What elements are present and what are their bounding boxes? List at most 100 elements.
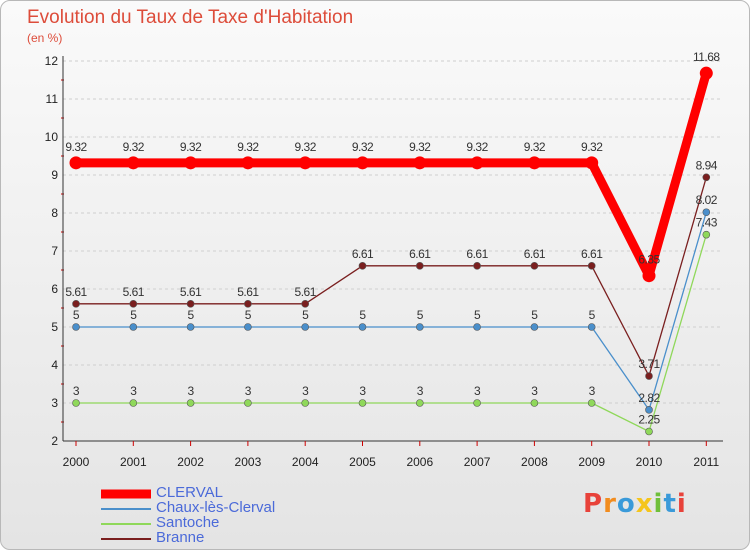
data-label-chaux-les-clerval-2005: 5 [359,308,366,322]
point-clerval-2006 [413,156,427,170]
logo-letter: r [603,489,617,519]
point-branne-2003 [244,300,252,308]
axes: 2 3 4 5 6 7 8 9 10 11 12 2000 2001 2002 2003 2004 2005 20… [45,54,723,469]
point-santoche-2010 [645,427,653,436]
logo-letter: P [583,489,604,519]
data-label-chaux-les-clerval-2003: 5 [245,308,252,322]
point-chaux-les-clerval-2009 [587,323,596,331]
legend-swatch-chaux-les-clerval [101,507,151,510]
logo-letter: t [663,489,677,519]
data-label-branne-2011: 8.94 [696,158,718,172]
data-label-chaux-les-clerval-2011: 8.02 [696,193,718,207]
point-branne-2007 [473,262,481,270]
data-label-clerval-2003: 9.32 [237,140,259,154]
point-branne-2004 [301,300,310,308]
point-clerval-2002 [184,156,198,170]
point-chaux-les-clerval-2004 [301,323,310,331]
data-label-clerval-2011: 11.68 [693,50,720,64]
point-branne-2002 [186,300,195,308]
data-label-branne-2008: 6.61 [524,247,546,261]
point-santoche-2005 [358,399,367,407]
point-chaux-les-clerval-2005 [358,323,367,331]
point-santoche-2001 [129,399,138,407]
data-label-clerval-2006: 9.32 [409,140,431,154]
data-labels: 5.61 5.61 5.61 5.61 5.61 6.61 6.61 6.61 6.61 6.61… [65,50,721,426]
data-label-santoche-2005: 3 [359,384,366,398]
logo-letter: o [616,489,636,519]
y-tick-label-3: 3 [51,396,58,410]
data-label-clerval-2005: 9.32 [352,140,374,154]
y-tick-label-5: 5 [51,320,58,334]
series-line-santoche [75,234,707,433]
y-tick-label-6: 6 [51,282,58,296]
y-tick-label-11: 11 [46,92,59,106]
data-label-santoche-2009: 3 [589,384,596,398]
point-branne-2000 [72,300,80,308]
data-label-branne-2005: 6.61 [352,247,374,261]
series-line-chaux-les-clerval [75,211,707,411]
point-chaux-les-clerval-2001 [129,323,138,331]
x-tick-label-2002: 2002 [177,455,204,469]
data-label-clerval-2007: 9.32 [466,140,488,154]
data-label-branne-2000: 5.61 [65,285,87,299]
data-label-clerval-2008: 9.32 [524,140,546,154]
legend-label-chaux-les-clerval: Chaux-lès-Clerval [156,499,276,516]
point-clerval-2009 [585,156,599,170]
point-clerval-2008 [527,156,541,170]
x-tick-label-2008: 2008 [521,455,548,469]
data-label-chaux-les-clerval-2007: 5 [474,308,481,322]
legend-item-clerval: CLERVAL [101,484,361,501]
y-tick-label-10: 10 [45,130,59,144]
data-label-chaux-les-clerval-2000: 5 [73,308,80,322]
data-label-clerval-2002: 9.32 [180,140,202,154]
data-label-branne-2001: 5.61 [123,285,145,299]
data-label-branne-2004: 5.61 [295,285,317,299]
legend-label-santoche: Santoche [156,514,220,531]
legend: CLERVAL Chaux-lès-Clerval Santoche Brann… [101,484,361,546]
point-clerval-2005 [356,156,369,170]
data-label-branne-2002: 5.61 [180,285,202,299]
data-label-santoche-2008: 3 [531,384,538,398]
legend-item-branne: Branne [101,529,361,546]
data-label-santoche-2000: 3 [73,384,80,398]
point-santoche-2003 [244,399,252,407]
data-label-clerval-2001: 9.32 [123,140,145,154]
point-branne-2006 [415,262,424,270]
data-label-branne-2003: 5.61 [237,285,259,299]
legend-swatch-clerval [101,489,151,498]
data-label-chaux-les-clerval-2004: 5 [302,308,309,322]
legend-label-branne: Branne [156,529,205,546]
series-line-clerval [71,68,711,281]
data-label-santoche-2003: 3 [245,384,252,398]
data-label-branne-2007: 6.61 [466,247,488,261]
proxiti-logo: Proxiti [583,489,687,519]
x-tick-label-2010: 2010 [636,455,663,469]
point-branne-2009 [587,262,596,270]
point-chaux-les-clerval-2008 [530,323,539,331]
y-tick-label-7: 7 [51,244,58,258]
data-label-chaux-les-clerval-2002: 5 [188,308,195,322]
x-tick-label-2001: 2001 [120,455,147,469]
data-label-chaux-les-clerval-2001: 5 [130,308,137,322]
point-santoche-2006 [415,399,424,407]
data-label-santoche-2002: 3 [188,384,195,398]
point-santoche-2007 [473,399,481,407]
series-lines [69,66,713,436]
data-label-branne-2009: 6.61 [581,247,603,261]
data-label-clerval-2009: 9.32 [581,140,603,154]
data-label-santoche-2001: 3 [130,384,137,398]
chart-unit-label: (en %) [27,31,63,45]
point-santoche-2004 [301,399,310,407]
point-clerval-2007 [470,156,484,170]
point-branne-2010 [645,372,653,380]
point-branne-2001 [129,300,138,308]
x-tick-label-2011: 2011 [693,455,719,469]
x-tick-label-2000: 2000 [63,455,90,469]
y-tick-label-8: 8 [51,206,58,220]
x-tick-label-2003: 2003 [235,455,262,469]
data-label-santoche-2006: 3 [417,384,424,398]
logo-letter: i [676,489,687,519]
data-label-chaux-les-clerval-2010: 2.82 [638,391,660,405]
logo-letter: i [653,489,664,519]
